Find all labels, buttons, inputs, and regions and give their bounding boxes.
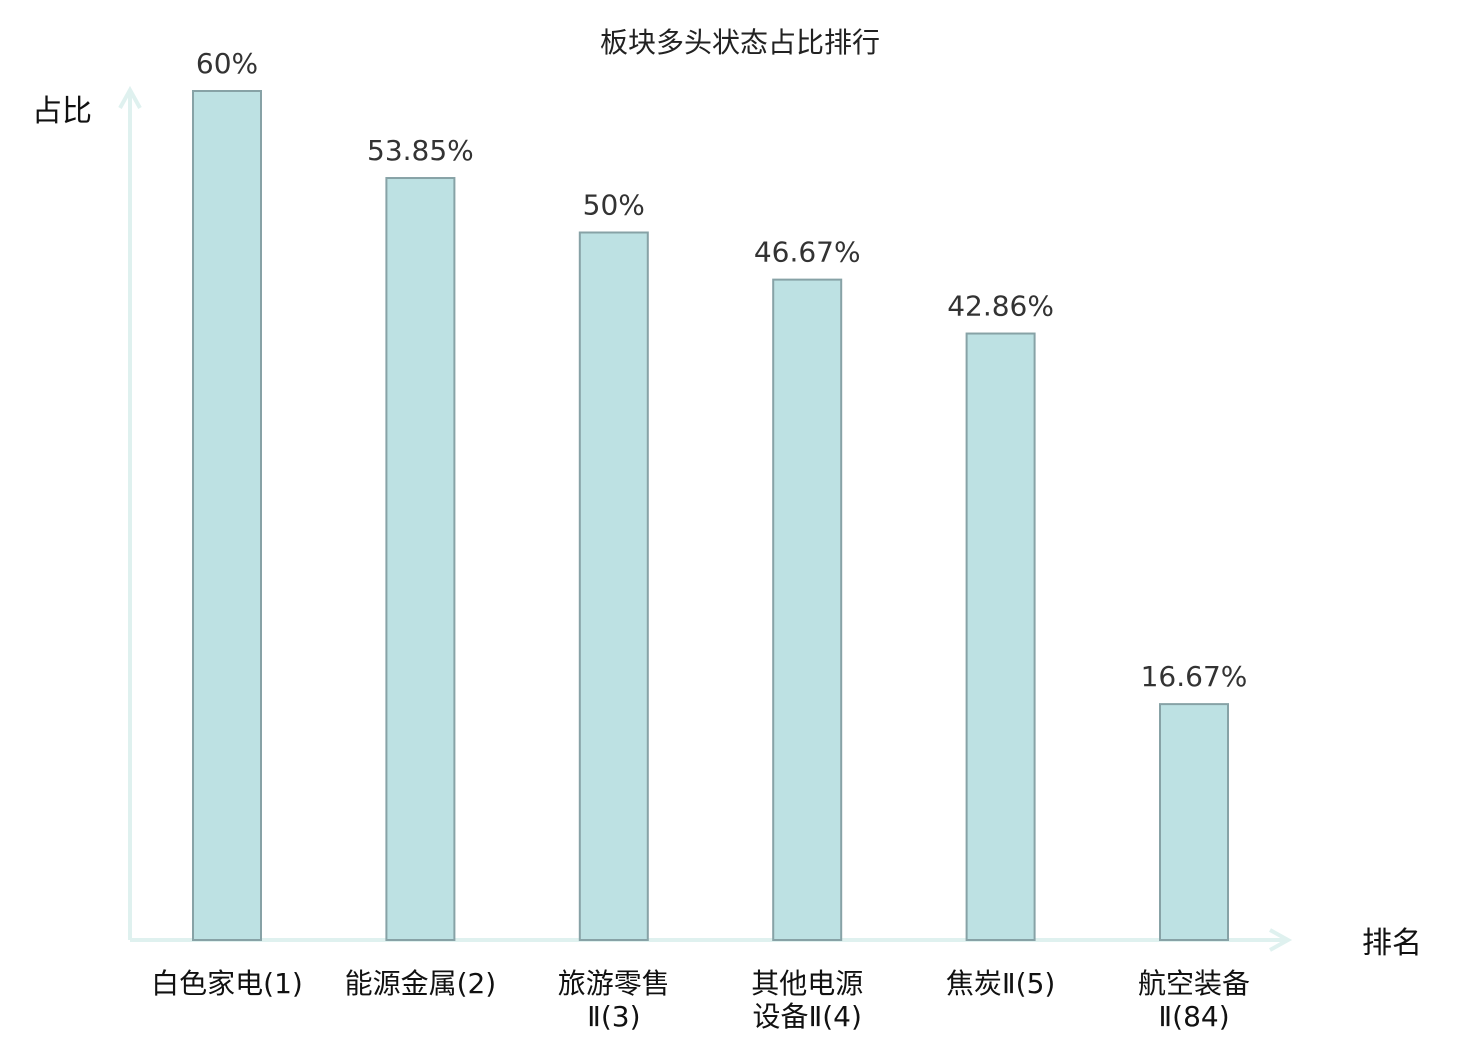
category-label: 设备Ⅱ(4) bbox=[752, 1000, 861, 1033]
bar-value-label: 50% bbox=[583, 189, 645, 222]
category-label: 白色家电(1) bbox=[151, 967, 303, 1000]
category-label: Ⅱ(3) bbox=[587, 1000, 640, 1033]
y-axis-arrow bbox=[118, 85, 142, 109]
axes bbox=[118, 85, 1293, 952]
y-axis-label: 占比 bbox=[32, 94, 92, 129]
chart-title: 板块多头状态占比排行 bbox=[600, 26, 880, 59]
category-label: 航空装备 bbox=[1138, 967, 1250, 1000]
bar bbox=[385, 177, 456, 941]
bars bbox=[192, 90, 1229, 941]
category-label: 焦炭Ⅱ(5) bbox=[946, 967, 1055, 1000]
bar bbox=[965, 332, 1036, 941]
value-labels: 60% 53.85% 50% 46.67% 42.86% 16.67% bbox=[196, 47, 1248, 693]
category-label: Ⅱ(84) bbox=[1158, 1000, 1229, 1033]
category-label: 其他电源 bbox=[751, 967, 863, 1000]
bar bbox=[192, 90, 262, 941]
x-axis-label: 排名 bbox=[1362, 926, 1422, 961]
bar-value-label: 60% bbox=[196, 47, 258, 80]
bar-value-label: 53.85% bbox=[367, 134, 474, 167]
bar bbox=[578, 231, 649, 941]
x-axis-arrow bbox=[1269, 928, 1293, 952]
bar bbox=[772, 278, 843, 941]
bar-value-label: 42.86% bbox=[947, 290, 1054, 323]
category-label: 旅游零售 bbox=[558, 967, 670, 1000]
bar-value-label: 16.67% bbox=[1141, 660, 1248, 693]
category-label: 能源金属(2) bbox=[345, 967, 497, 1000]
bar bbox=[1159, 703, 1229, 941]
bar-value-label: 46.67% bbox=[754, 236, 861, 269]
